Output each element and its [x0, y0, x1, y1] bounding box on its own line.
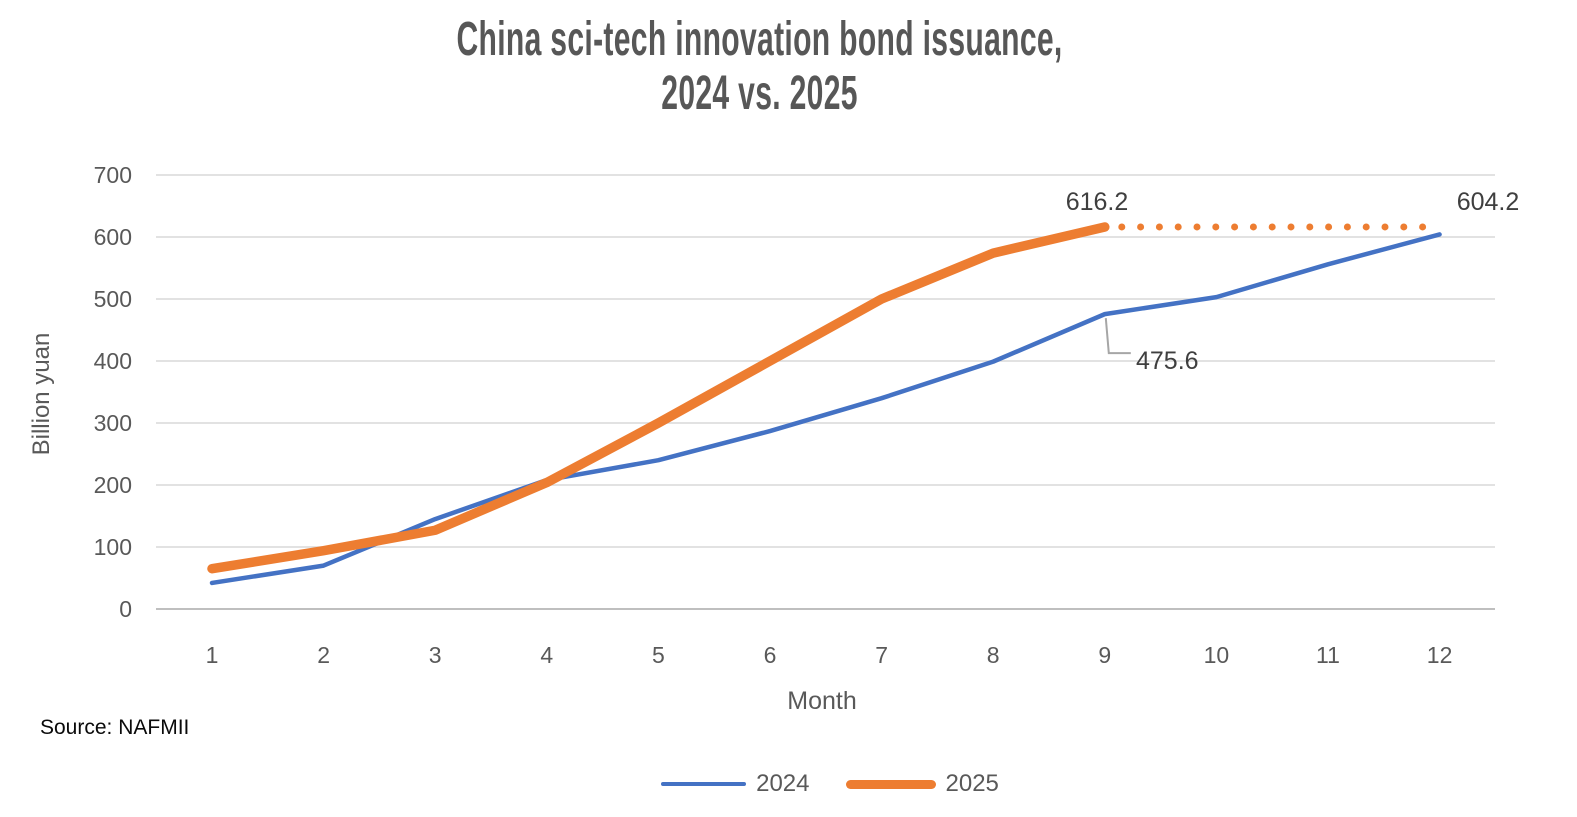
projection-dot [1193, 223, 1201, 231]
y-tick-label-700: 700 [94, 162, 132, 188]
x-tick-label-8: 8 [987, 642, 1000, 668]
y-tick-label-0: 0 [119, 596, 132, 622]
source-note: Source: NAFMII [40, 716, 190, 739]
projection-dot [1174, 223, 1182, 231]
projection-dot [1362, 223, 1370, 231]
y-tick-label-400: 400 [94, 348, 132, 374]
x-tick-label-1: 1 [206, 642, 219, 668]
x-tick-label-9: 9 [1098, 642, 1111, 668]
y-tick-label-600: 600 [94, 224, 132, 250]
series-line-2025 [207, 222, 1110, 574]
chart-title: China sci-tech innovation bond issuance,… [0, 11, 1520, 120]
projection-dot [1343, 223, 1351, 231]
projection-dot [1400, 223, 1408, 231]
x-tick-label-4: 4 [540, 642, 553, 668]
leader-line-475-6 [1104, 318, 1131, 355]
x-tick-label-12: 12 [1427, 642, 1453, 668]
data-label-2024-month9: 475.6 [1136, 347, 1199, 375]
projection-dot [1137, 223, 1145, 231]
x-tick-label-2: 2 [317, 642, 330, 668]
legend-swatch-2025 [845, 779, 936, 789]
projection-dot [1231, 223, 1239, 231]
projection-dot [1325, 223, 1333, 231]
x-axis-title: Month [787, 687, 857, 715]
chart-title-line1: China sci-tech innovation bond issuance, [456, 11, 1064, 66]
projection-dot [1155, 223, 1163, 231]
x-tick-label-3: 3 [429, 642, 442, 668]
projection-dot [1306, 223, 1314, 231]
series-line-2024 [209, 232, 1442, 586]
projection-dot [1287, 223, 1295, 231]
legend-label-2024: 2024 [756, 770, 810, 797]
x-tick-label-11: 11 [1316, 642, 1340, 668]
data-label-2024-month12: 604.2 [1456, 188, 1520, 216]
legend-swatch-2024 [661, 782, 747, 786]
x-tick-label-10: 10 [1204, 642, 1230, 668]
y-tick-label-300: 300 [94, 410, 132, 436]
projection-dot [1212, 223, 1220, 231]
y-axis-title: Billion yuan [28, 332, 55, 456]
projection-dot [1249, 223, 1257, 231]
chart-legend: 2024 2025 [0, 770, 1577, 798]
y-tick-label-100: 100 [94, 534, 132, 560]
y-tick-label-500: 500 [94, 286, 132, 312]
x-tick-label-7: 7 [875, 642, 888, 668]
x-tick-label-6: 6 [764, 642, 777, 668]
y-tick-label-200: 200 [94, 472, 132, 498]
projection-dot [1268, 223, 1276, 231]
projection-dot [1381, 223, 1389, 231]
projection-dot [1118, 223, 1126, 231]
projection-dot [1419, 223, 1427, 231]
data-label-2025-month9: 616.2 [1065, 188, 1129, 216]
chart-title-line2: 2024 vs. 2025 [661, 65, 859, 120]
x-tick-label-5: 5 [652, 642, 665, 668]
legend-label-2025: 2025 [945, 770, 999, 797]
